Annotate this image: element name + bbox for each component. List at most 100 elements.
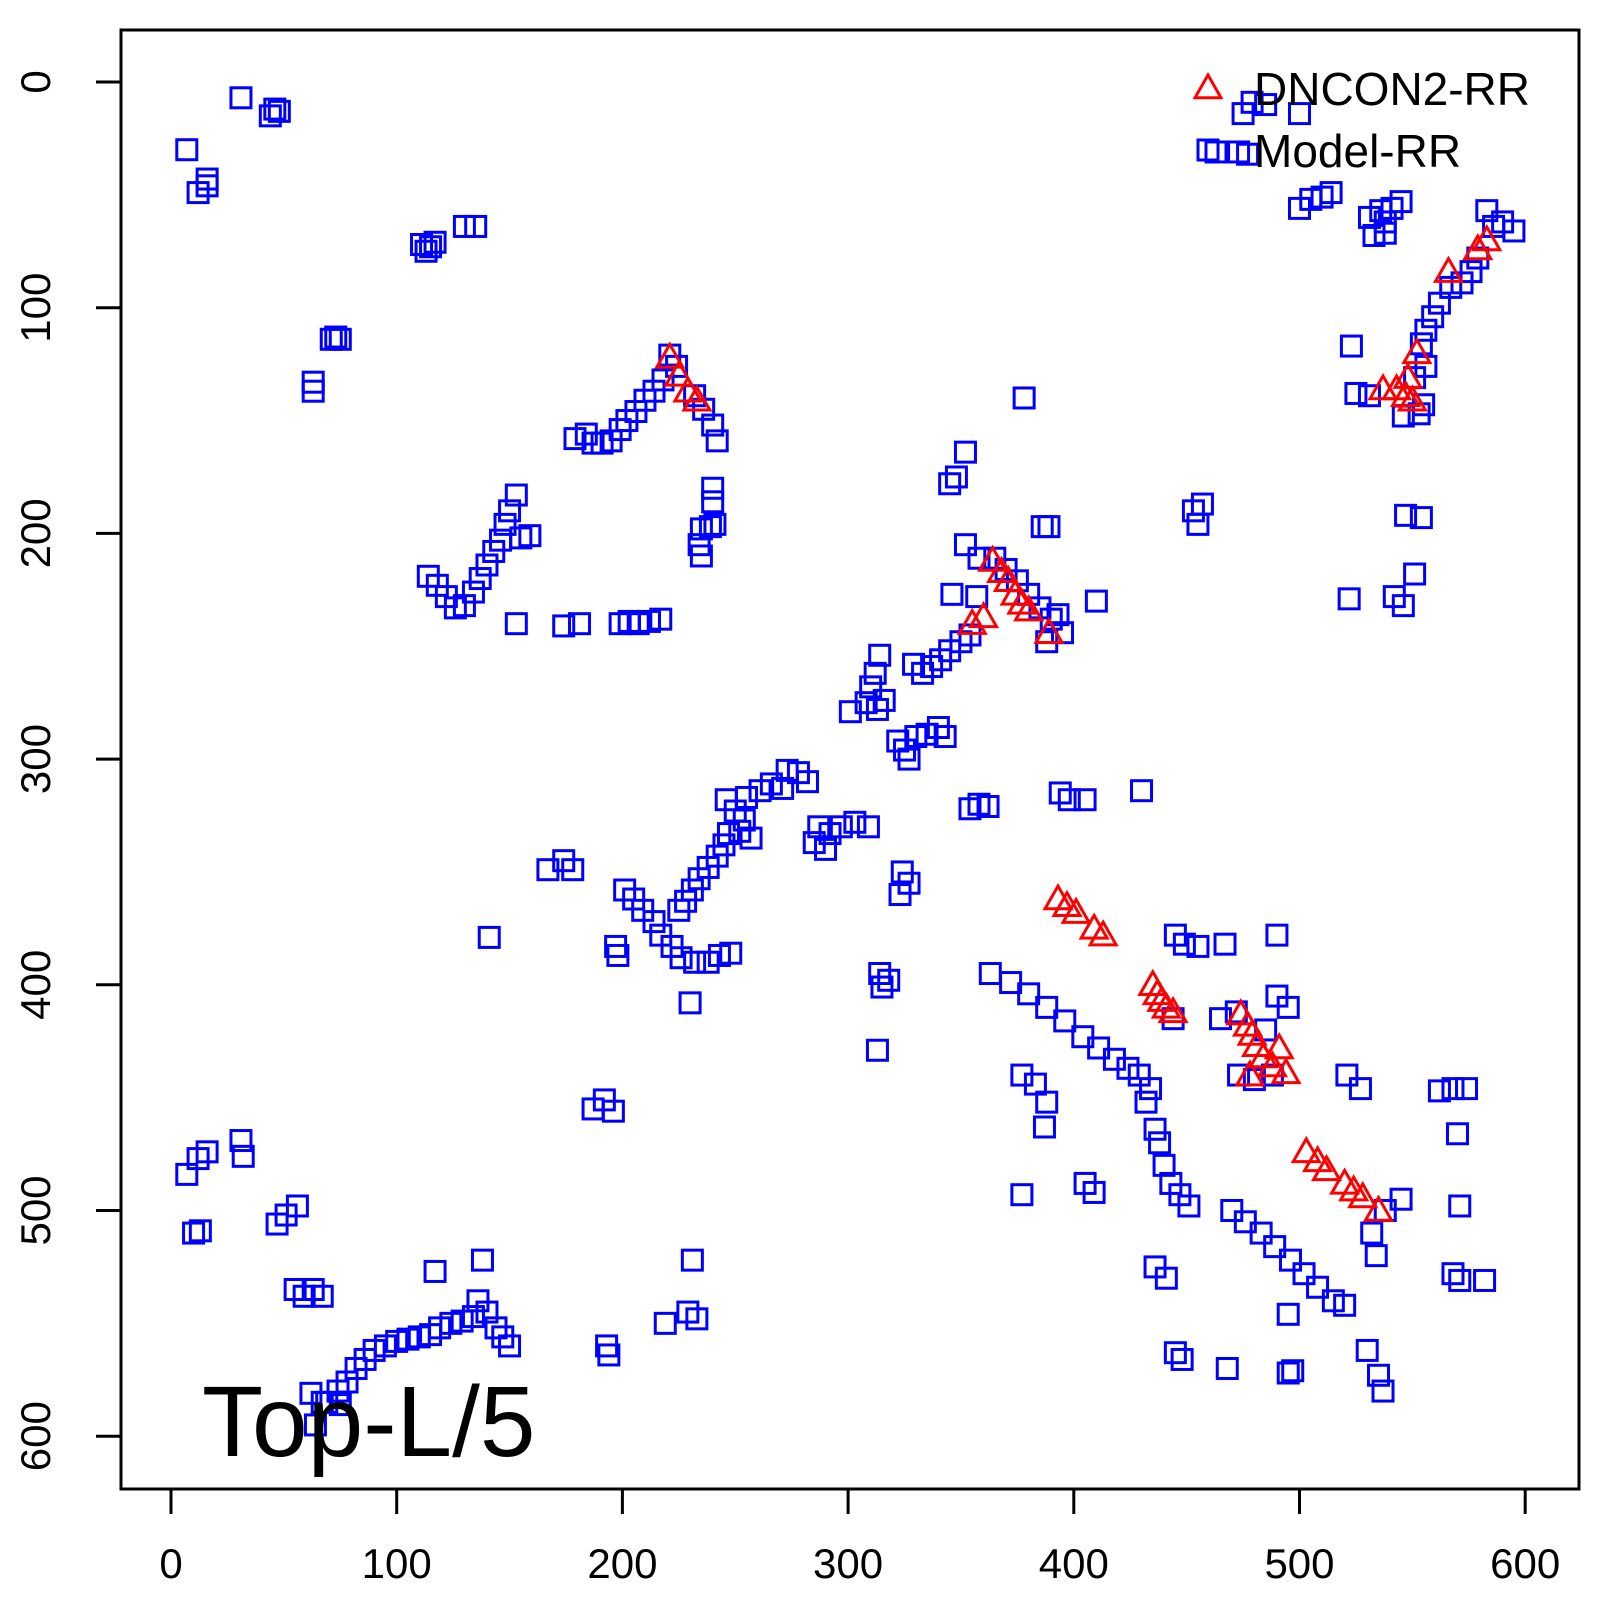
dncon2-rr-point <box>1347 1180 1379 1209</box>
model-rr-point <box>872 688 896 712</box>
model-rr-point <box>285 1194 309 1218</box>
model-rr-point <box>868 643 892 667</box>
model-rr-point <box>1204 140 1228 164</box>
model-rr-point <box>263 97 287 121</box>
model-rr-point <box>195 167 219 191</box>
model-rr-point <box>978 962 1002 986</box>
model-rr-point <box>701 476 725 500</box>
model-rr-point <box>231 1144 255 1168</box>
model-rr-point <box>748 779 772 803</box>
dncon2-rr-point <box>1060 896 1092 924</box>
model-rr-point <box>536 858 560 882</box>
model-rr-point <box>856 815 880 839</box>
dncon2-rr-point <box>1042 883 1074 911</box>
model-rr-point <box>175 138 199 162</box>
model-rr-point <box>1240 90 1264 114</box>
model-rr-point <box>719 941 743 965</box>
plot-frame <box>119 28 1581 1491</box>
dncon2-rr-point <box>1362 1194 1395 1222</box>
x-tick-label: 600 <box>1490 1540 1560 1587</box>
model-rr-point <box>701 490 725 514</box>
model-rr-point <box>1084 589 1108 613</box>
model-rr-point <box>1017 982 1041 1006</box>
model-rr-point <box>1292 1262 1316 1286</box>
model-rr-point <box>468 567 492 591</box>
model-rr-point <box>1152 1153 1176 1177</box>
model-rr-point <box>795 770 819 794</box>
model-rr-point <box>1163 1341 1187 1365</box>
model-rr-point <box>1281 1359 1305 1383</box>
dncon2-rr-point <box>1087 919 1119 947</box>
chart-annotation: Top-L/5 <box>202 1366 536 1478</box>
x-axis: 0 100 200 300 400 500 600 <box>159 1487 1560 1587</box>
model-rr-point <box>1035 995 1059 1019</box>
dncon2-rr-point <box>663 359 695 387</box>
model-rr-point <box>843 810 867 834</box>
model-rr-point <box>498 499 522 523</box>
model-rr-point <box>1427 1079 1451 1103</box>
dncon2-rr-point <box>681 384 713 412</box>
dncon2-rr-point <box>1310 1153 1343 1182</box>
model-rr-point <box>705 429 729 453</box>
model-rr-point <box>1053 1009 1077 1033</box>
model-rr-point <box>518 524 542 548</box>
model-rr-point <box>310 1390 334 1414</box>
model-rr-point <box>1409 332 1433 356</box>
model-rr-point <box>1148 1131 1172 1155</box>
model-rr-point <box>1057 788 1081 812</box>
model-rr-point <box>1186 512 1210 536</box>
model-rr-point <box>1213 932 1237 956</box>
dncon2-rr-point <box>1157 995 1189 1024</box>
model-rr-point <box>561 858 585 882</box>
model-rr-point <box>568 612 592 636</box>
y-tick-label: 600 <box>12 1401 59 1471</box>
model-rr-point <box>667 898 691 922</box>
model-rr-point <box>771 776 795 800</box>
dncon2-rr-point <box>1234 1059 1266 1087</box>
model-rr-point <box>1371 1379 1395 1403</box>
model-rr-point <box>1337 587 1361 611</box>
dncon2-rr-point <box>1389 379 1422 407</box>
model-rr-point <box>685 1307 709 1331</box>
model-rr-point <box>863 661 887 685</box>
model-rr-point <box>1455 1077 1479 1101</box>
model-rr-point <box>1394 503 1418 527</box>
model-rr-point <box>888 883 912 907</box>
model-rr-point <box>1035 1090 1059 1114</box>
model-rr-point <box>1403 562 1427 586</box>
model-rr-point <box>642 910 666 934</box>
y-tick-label: 100 <box>12 273 59 343</box>
model-rr-point <box>477 925 501 949</box>
model-rr-point <box>953 440 977 464</box>
model-rr-point <box>464 214 488 238</box>
model-rr-point <box>504 612 528 636</box>
model-rr-point <box>504 483 528 507</box>
dncon2-rr-point <box>1290 1135 1322 1164</box>
model-rr-point <box>1355 1338 1379 1362</box>
model-rr-point <box>182 1221 206 1245</box>
model-rr-point <box>1364 1244 1388 1268</box>
model-rr-point <box>1360 1221 1384 1245</box>
model-rr-point <box>493 512 517 536</box>
model-rr-point <box>1215 1356 1239 1380</box>
model-rr-point <box>653 1311 677 1335</box>
dncon2-rr-point <box>1401 336 1433 365</box>
model-rr-point <box>188 1219 212 1243</box>
dncon2-rr-point <box>1270 1056 1302 1085</box>
model-rr-point <box>1319 181 1343 205</box>
model-rr-point <box>1445 1122 1469 1146</box>
model-rr-point <box>1441 1077 1465 1101</box>
model-rr-point <box>301 379 325 403</box>
model-rr-point <box>1502 219 1526 243</box>
model-rr-point <box>1391 594 1415 618</box>
model-rr-point <box>1373 221 1397 245</box>
model-rr-point <box>1276 1361 1300 1385</box>
model-rr-point <box>1073 788 1097 812</box>
model-rr-point <box>1389 190 1413 214</box>
model-rr-point <box>877 968 901 992</box>
x-tick-label: 0 <box>159 1540 182 1587</box>
model-rr-point <box>1414 318 1438 342</box>
model-rr-point <box>328 1393 352 1417</box>
model-rr-point <box>1335 1063 1359 1087</box>
model-rr-point <box>416 564 440 588</box>
